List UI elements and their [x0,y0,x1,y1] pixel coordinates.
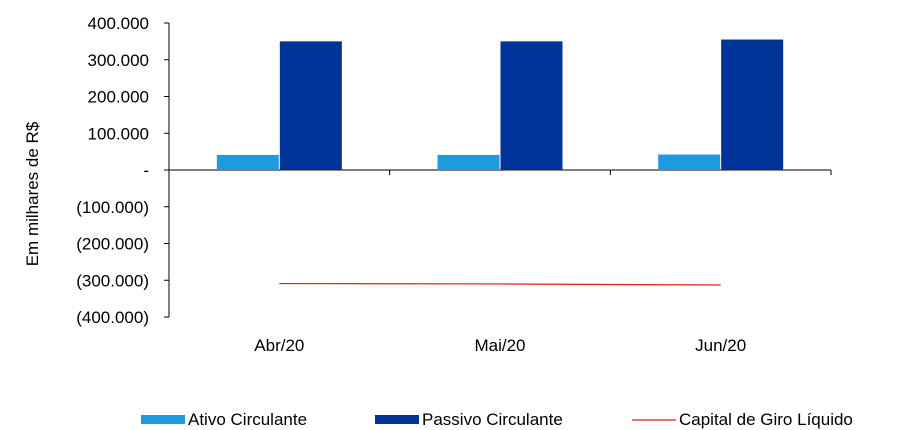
legend-swatch [141,415,185,424]
x-tick-label: Jun/20 [695,336,746,355]
y-tick-label: 400.000 [88,14,149,33]
y-tick-label: 300.000 [88,51,149,70]
y-tick-label: - [143,161,149,180]
bar-series0-0 [216,154,279,170]
bar-series0-2 [658,154,721,170]
bar-series0-1 [437,154,500,170]
y-tick-label: (400.000) [76,308,149,327]
legend-label: Capital de Giro Líquido [679,410,853,429]
y-tick-label: 200.000 [88,88,149,107]
y-tick-label: 100.000 [88,124,149,143]
bar-series1-0 [279,41,342,170]
y-axis-title: Em milhares de R$ [23,121,42,266]
legend-label: Ativo Circulante [188,410,307,429]
bar-series1-1 [500,41,563,170]
y-axis: 400.000 300.000 200.000 100.000 - (100.000) (2… [76,14,170,327]
y-tick-label: (100.000) [76,198,149,217]
legend-label: Passivo Circulante [422,410,563,429]
legend-swatch [375,415,419,424]
x-tick-label: Abr/20 [254,336,304,355]
x-axis: Abr/20 Mai/20 Jun/20 [168,169,832,355]
line-series [279,282,721,286]
bar-series [216,39,784,170]
y-tick-label: (300.000) [76,271,149,290]
bar-series1-2 [721,39,784,170]
y-tick-label: (200.000) [76,235,149,254]
line-series2 [279,282,721,286]
legend: Ativo Circulante Passivo Circulante Capita… [141,410,853,429]
x-tick-label: Mai/20 [474,336,525,355]
